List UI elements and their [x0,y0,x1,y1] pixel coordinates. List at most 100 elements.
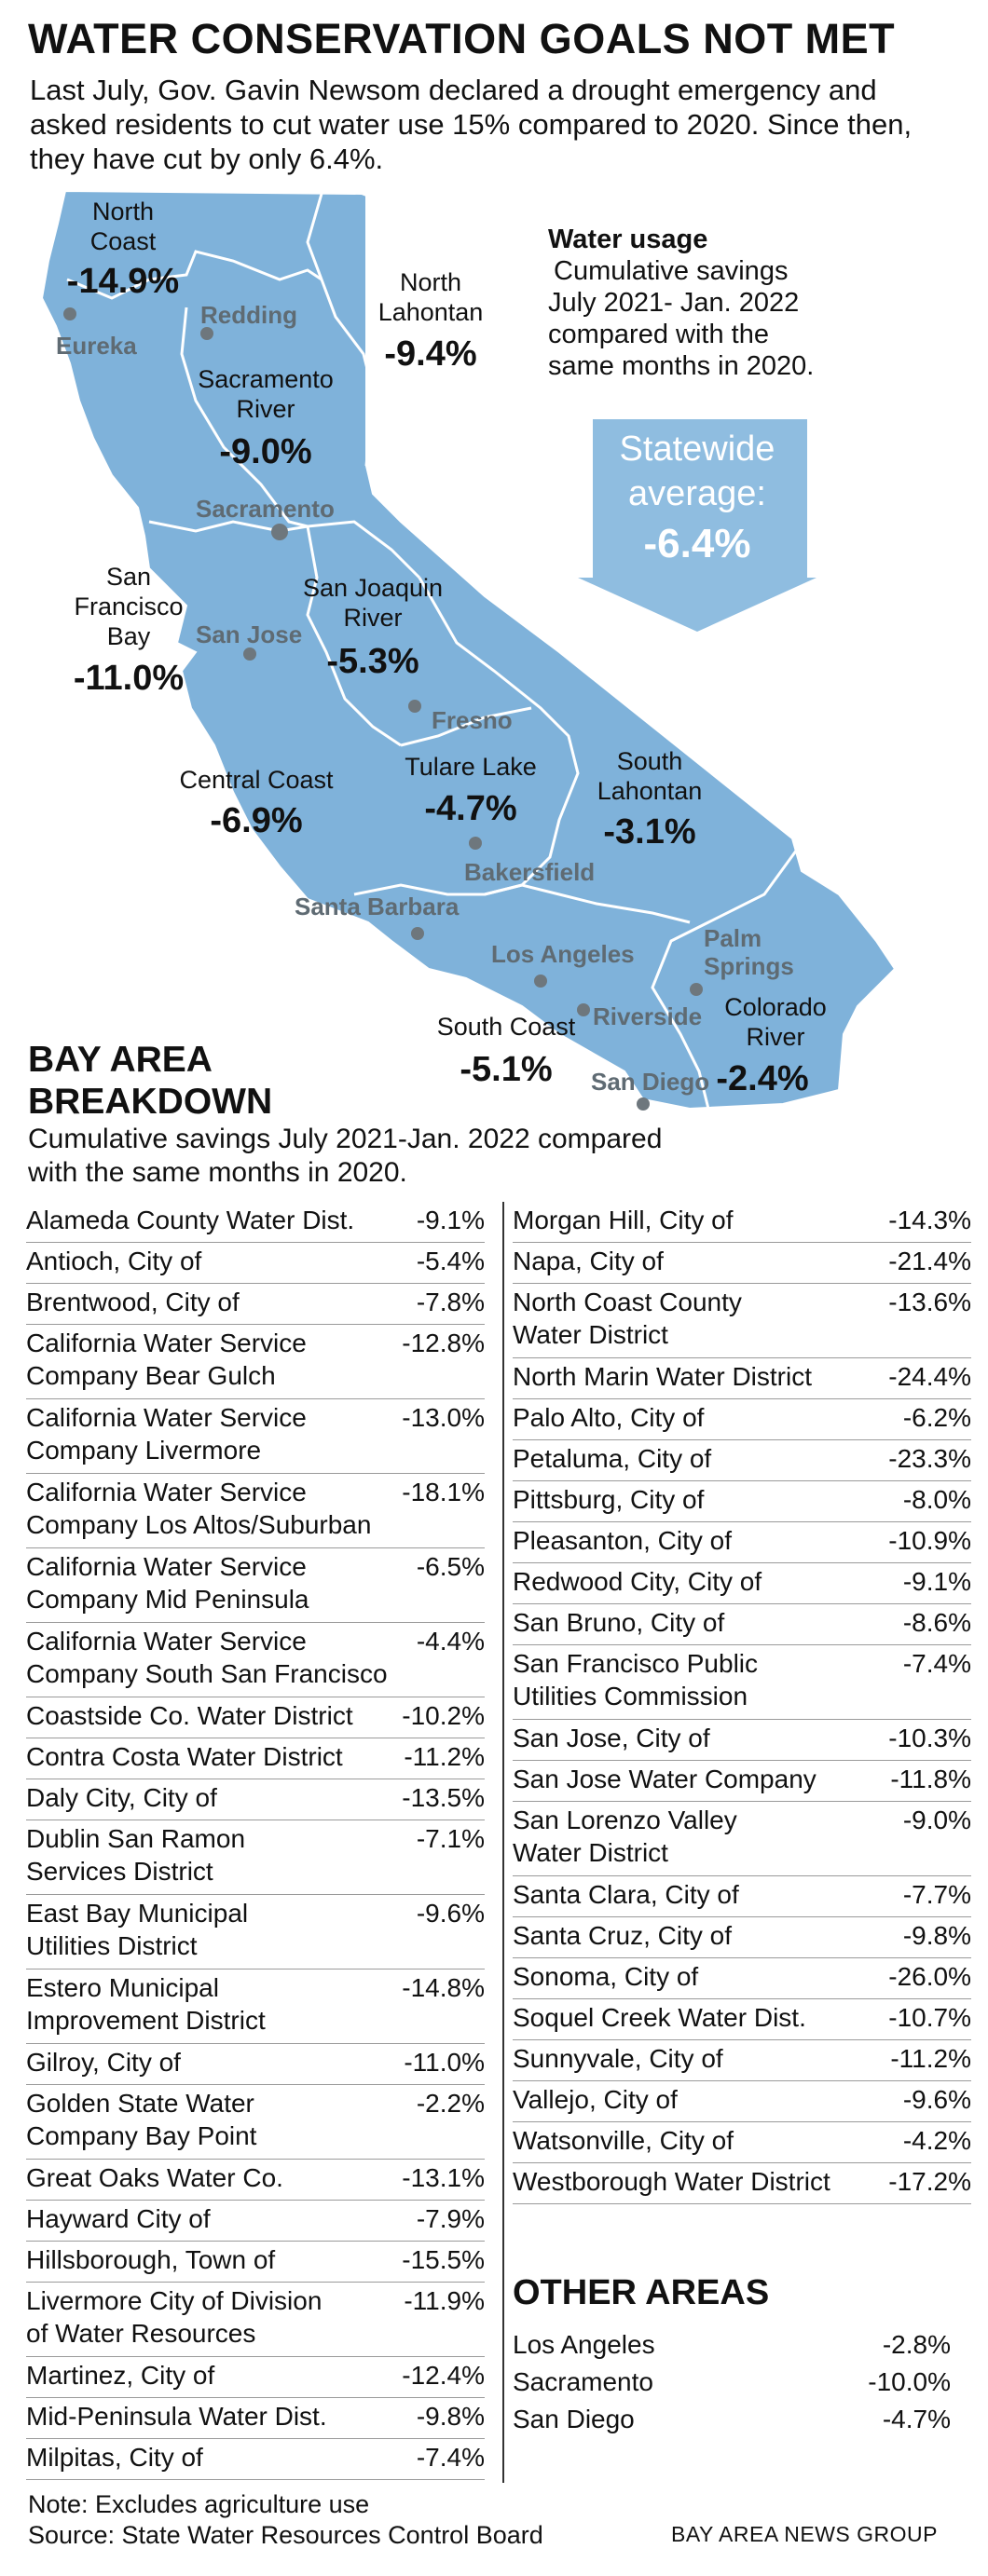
table-row: Westborough Water District -17.2% [513,2163,971,2204]
sf-bay-value: -11.0% [74,659,184,698]
table-left-column: Alameda County Water Dist. -9.1% Antioch, … [26,1202,485,2480]
row-name: Westborough Water District [513,2167,830,2196]
row-value: -18.1% [402,1478,485,1506]
row-name: Redwood City, City of [513,1567,762,1596]
row-name: Los Angeles [513,2330,655,2359]
page-title: WATER CONSERVATION GOALS NOT MET [28,15,896,62]
row-value: -10.7% [888,2003,971,2032]
table-row: Santa Cruz, City of -9.8% [513,1917,971,1958]
sf-bay-name-2: Francisco [74,593,183,620]
row-value: -6.5% [416,1552,485,1581]
city-palm-springs-2: Springs [704,952,794,980]
colorado-river-name-2: River [746,1023,804,1051]
table-row: Contra Costa Water District -11.2% [26,1738,485,1779]
table-row: Mid-Peninsula Water Dist. -9.8% [26,2398,485,2439]
dot-fresno [408,700,421,713]
row-name: San Lorenzo Valley Water District [513,1806,737,1867]
row-value: -8.6% [902,1608,971,1637]
dot-palm-springs [690,983,703,996]
table-row: San Diego -4.7% [513,2404,951,2441]
table-right-column: Morgan Hill, City of -14.3% Napa, City of -… [513,1202,971,2204]
table-row: East Bay Municipal Utilities District -9.… [26,1895,485,1969]
south-lahontan-name-1: South [617,747,683,775]
sf-bay-name-3: Bay [107,622,151,650]
table-row: San Jose, City of -10.3% [513,1720,971,1761]
row-name: Palo Alto, City of [513,1403,705,1432]
footnote: Note: Excludes agriculture use Source: S… [28,2489,543,2551]
table-row: North Coast County Water District -13.6% [513,1284,971,1358]
row-name: Watsonville, City of [513,2126,734,2155]
table-row: Palo Alto, City of -6.2% [513,1399,971,1440]
legend-line-1: Cumulative savings [554,256,789,286]
table-row: North Marin Water District -24.4% [513,1358,971,1399]
dot-sacramento [271,524,288,540]
row-name: East Bay Municipal Utilities District [26,1899,249,1960]
sf-bay-name-1: San [106,563,151,591]
legend-line-2: July 2021- Jan. 2022 [548,288,800,318]
city-dots [63,307,703,1111]
south-coast-name: South Coast [437,1013,576,1041]
north-lahontan-value: -9.4% [384,334,476,374]
row-value: -10.3% [888,1724,971,1752]
central-coast-value: -6.9% [210,801,302,840]
bay-area-subtitle: Cumulative savings July 2021-Jan. 2022 c… [28,1124,663,1188]
row-value: -14.8% [402,1973,485,2002]
row-value: -7.4% [902,1649,971,1678]
table-row: Redwood City, City of -9.1% [513,1563,971,1604]
source-text: Source: State Water Resources Control Bo… [28,2521,543,2549]
table-row: Soquel Creek Water Dist. -10.7% [513,1999,971,2040]
row-value: -5.4% [416,1247,485,1275]
table-row: Pleasanton, City of -10.9% [513,1522,971,1563]
sacramento-river-name-1: Sacramento [198,365,334,393]
row-name: Milpitas, City of [26,2443,203,2472]
row-value: -4.7% [882,2405,951,2433]
row-name: Soquel Creek Water Dist. [513,2003,806,2032]
row-name: San Jose Water Company [513,1765,816,1793]
city-palm-springs-1: Palm [704,924,762,952]
dot-san-diego [637,1097,650,1111]
table-row: Watsonville, City of -4.2% [513,2122,971,2163]
row-value: -9.8% [902,1921,971,1950]
region-borders [66,193,803,1110]
row-value: -21.4% [888,1247,971,1275]
dot-santa-barbara [411,927,424,940]
dot-redding [200,327,213,340]
table-row: California Water Service Company Los Alt… [26,1474,485,1548]
row-value: -7.8% [416,1288,485,1316]
table-row: Pittsburg, City of -8.0% [513,1481,971,1522]
other-areas-heading: OTHER AREAS [513,2273,770,2312]
city-santa-barbara: Santa Barbara [295,893,460,920]
san-joaquin-name-2: River [343,604,402,632]
row-name: Napa, City of [513,1247,664,1275]
table-row: California Water Service Company Livermo… [26,1399,485,1474]
row-name: Pittsburg, City of [513,1485,705,1514]
row-name: Pleasanton, City of [513,1526,733,1555]
table-row: Sacramento -10.0% [513,2366,951,2404]
table-row: Petaluma, City of -23.3% [513,1440,971,1481]
table-row: Livermore City of Division of Water Reso… [26,2283,485,2357]
row-value: -2.8% [882,2330,951,2359]
row-value: -11.2% [890,2044,971,2073]
row-value: -4.2% [902,2126,971,2155]
city-riverside: Riverside [593,1002,702,1030]
table-row: Martinez, City of -12.4% [26,2357,485,2398]
row-value: -9.6% [416,1899,485,1928]
legend-title: Water usage [548,225,708,254]
other-areas-table: Los Angeles -2.8% Sacramento -10.0% San Dieg… [513,2329,951,2441]
row-value: -13.0% [402,1403,485,1432]
colorado-river-value: -2.4% [716,1059,808,1098]
row-value: -4.4% [416,1627,485,1656]
row-value: -17.2% [888,2167,971,2196]
row-name: Hillsborough, Town of [26,2245,276,2274]
row-value: -10.2% [402,1701,485,1730]
row-name: Dublin San Ramon Services District [26,1824,246,1886]
table-row: Alameda County Water Dist. -9.1% [26,1202,485,1243]
row-name: San Diego [513,2405,635,2433]
city-sacramento: Sacramento [196,495,335,523]
row-name: Santa Cruz, City of [513,1921,732,1950]
map-legend: Water usage Cumulative savings July 2021… [548,224,940,382]
row-name: California Water Service Company Bear Gu… [26,1329,307,1390]
intro-text: Last July, Gov. Gavin Newsom declared a … [30,74,913,175]
san-joaquin-name-1: San Joaquin [303,574,443,602]
city-redding: Redding [200,301,297,329]
